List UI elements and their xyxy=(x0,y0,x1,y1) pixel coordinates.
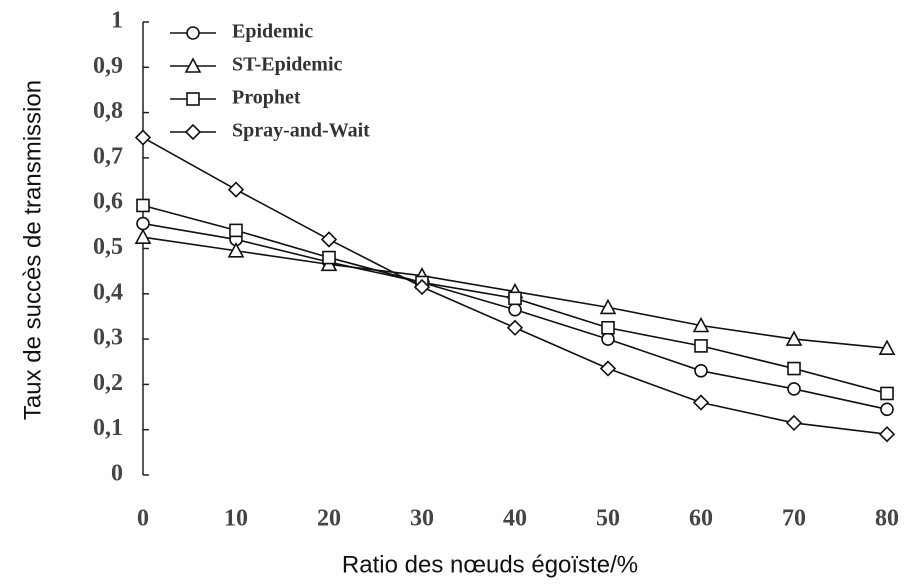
y-tick-label: 0,8 xyxy=(93,98,123,124)
marker xyxy=(508,291,522,306)
marker xyxy=(508,302,522,317)
marker xyxy=(878,426,896,443)
marker xyxy=(692,316,710,333)
marker xyxy=(785,414,803,432)
marker xyxy=(694,364,708,378)
y-tick-label: 0 xyxy=(111,461,123,487)
marker xyxy=(134,129,152,146)
x-tick-label: 10 xyxy=(224,506,248,532)
x-tick-label: 50 xyxy=(596,506,620,532)
marker xyxy=(229,223,243,238)
marker xyxy=(601,332,615,346)
y-tick-label: 0,5 xyxy=(93,234,123,260)
x-tick-label: 0 xyxy=(137,506,149,532)
marker xyxy=(599,298,617,315)
x-tick-label: 70 xyxy=(782,506,806,532)
legend-label: Prophet xyxy=(232,87,301,109)
marker xyxy=(136,198,150,213)
marker xyxy=(227,242,245,258)
y-tick-label: 0,6 xyxy=(93,189,123,215)
legend-marker xyxy=(184,57,202,73)
marker xyxy=(878,339,896,355)
legend-marker xyxy=(184,123,202,141)
marker xyxy=(880,386,894,401)
y-tick-label: 0,7 xyxy=(93,143,123,169)
x-tick-label: 60 xyxy=(689,506,713,532)
legend-label: Epidemic xyxy=(232,21,313,43)
marker xyxy=(322,250,336,265)
marker xyxy=(506,319,524,336)
marker xyxy=(785,330,803,346)
y-tick-label: 0,2 xyxy=(93,370,123,396)
y-tick-label: 0,1 xyxy=(93,415,123,441)
legend-label: Spray-and-Wait xyxy=(232,120,370,142)
marker xyxy=(787,382,801,396)
marker xyxy=(601,320,615,335)
y-tick-label: 0,3 xyxy=(93,325,123,351)
legend-label: ST-Epidemic xyxy=(232,54,343,76)
marker xyxy=(694,339,708,353)
y-axis-title: Taux de succès de transmission xyxy=(19,80,46,420)
x-tick-label: 20 xyxy=(317,506,341,532)
marker xyxy=(880,402,894,417)
marker xyxy=(136,216,150,231)
marker xyxy=(413,278,431,296)
marker xyxy=(787,361,801,376)
legend-marker xyxy=(186,26,200,40)
marker xyxy=(599,360,617,377)
marker xyxy=(134,228,152,244)
marker xyxy=(227,181,245,198)
x-tick-label: 80 xyxy=(875,506,899,532)
legend-marker xyxy=(186,92,200,106)
x-tick-label: 30 xyxy=(410,506,434,532)
y-tick-label: 0,4 xyxy=(93,279,123,305)
marker xyxy=(320,231,338,248)
marker xyxy=(692,394,710,411)
x-axis-title: Ratio des nœuds égoïste/% xyxy=(342,551,638,578)
y-tick-label: 0,9 xyxy=(93,53,123,79)
x-tick-label: 40 xyxy=(503,506,527,532)
y-tick-label: 1 xyxy=(111,8,123,34)
